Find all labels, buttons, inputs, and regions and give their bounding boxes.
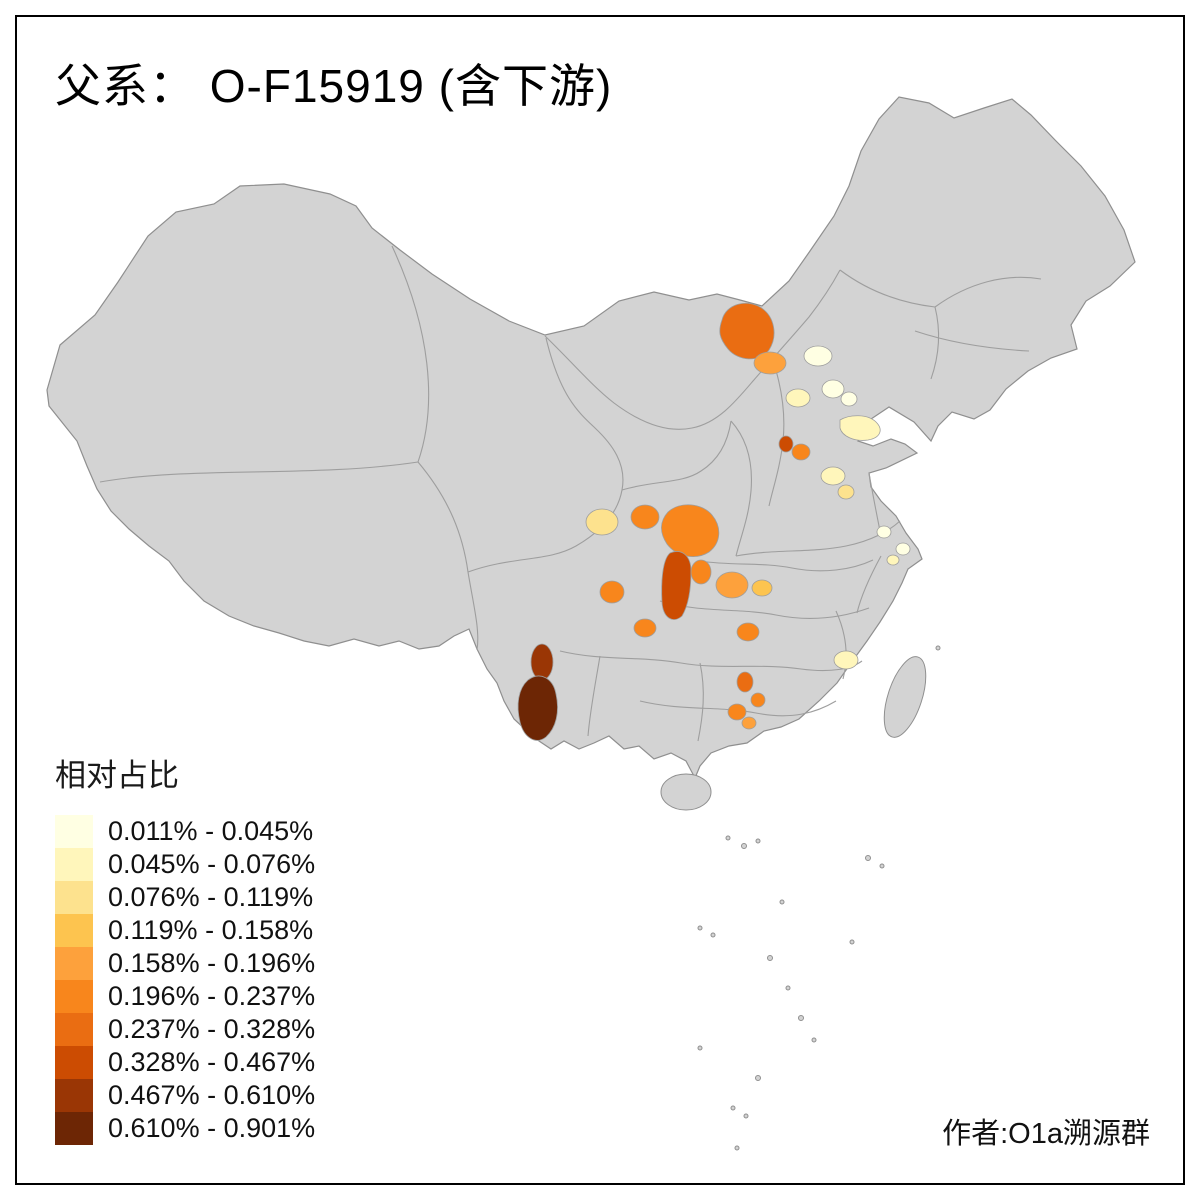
map-region-patch bbox=[727, 703, 747, 721]
map-region-patch bbox=[803, 345, 833, 367]
map-region-patch bbox=[791, 443, 811, 461]
map-region-patch bbox=[895, 542, 911, 556]
legend-row: 0.119% - 0.158% bbox=[55, 914, 315, 947]
province-borders bbox=[99, 245, 1042, 742]
legend-label: 0.045% - 0.076% bbox=[108, 849, 316, 879]
legend-row: 0.196% - 0.237% bbox=[55, 980, 315, 1013]
map-region-patch bbox=[633, 618, 657, 638]
figure-title: 父系： O-F15919 (含下游) bbox=[55, 60, 613, 112]
legend-swatch bbox=[55, 1112, 93, 1145]
legend-row: 0.076% - 0.119% bbox=[55, 881, 315, 914]
legend-label: 0.328% - 0.467% bbox=[108, 1047, 316, 1077]
legend-label: 0.196% - 0.237% bbox=[108, 981, 316, 1011]
legend-label: 0.237% - 0.328% bbox=[108, 1014, 316, 1044]
map-region-patch bbox=[839, 415, 881, 441]
china-outline bbox=[46, 96, 1136, 780]
legend-swatch bbox=[55, 980, 93, 1013]
map-region-patch bbox=[778, 435, 794, 453]
legend-swatch bbox=[55, 848, 93, 881]
map-region-patch bbox=[833, 650, 859, 670]
map-region-patch bbox=[751, 579, 773, 597]
map-region-patch bbox=[517, 675, 558, 741]
legend-items: 0.011% - 0.045% 0.045% - 0.076% 0.076% -… bbox=[55, 815, 315, 1145]
map-region-patch bbox=[599, 580, 625, 604]
map-region-patch bbox=[876, 525, 892, 539]
legend-row: 0.237% - 0.328% bbox=[55, 1013, 315, 1046]
legend-swatch bbox=[55, 815, 93, 848]
hainan-island bbox=[660, 773, 712, 811]
legend-label: 0.610% - 0.901% bbox=[108, 1113, 316, 1143]
map-region-patch bbox=[719, 302, 775, 360]
map-region-patch bbox=[530, 643, 554, 681]
map-region-patch bbox=[753, 351, 787, 375]
map-region-patch bbox=[736, 622, 760, 642]
legend-row: 0.328% - 0.467% bbox=[55, 1046, 315, 1079]
map-region-patch bbox=[785, 388, 811, 408]
map-region-patch bbox=[690, 559, 712, 585]
map-region-patch bbox=[736, 671, 754, 693]
map-region-patch bbox=[715, 571, 749, 599]
south-china-sea-islets bbox=[697, 645, 941, 1151]
map-region-patch bbox=[840, 391, 858, 407]
legend-row: 0.610% - 0.901% bbox=[55, 1112, 315, 1145]
map-region-patch bbox=[837, 484, 855, 500]
legend-label: 0.076% - 0.119% bbox=[108, 882, 314, 912]
legend-swatch bbox=[55, 947, 93, 980]
legend-label: 0.119% - 0.158% bbox=[108, 915, 314, 945]
map-region-patch bbox=[585, 508, 619, 536]
legend: 相对占比 0.011% - 0.045% 0.045% - 0.076% 0.0… bbox=[55, 750, 315, 1145]
highlighted-regions bbox=[517, 302, 911, 741]
map-region-patch bbox=[750, 692, 766, 708]
legend-row: 0.158% - 0.196% bbox=[55, 947, 315, 980]
legend-swatch bbox=[55, 1013, 93, 1046]
islands bbox=[660, 645, 941, 1151]
legend-label: 0.467% - 0.610% bbox=[108, 1080, 316, 1110]
legend-swatch bbox=[55, 881, 93, 914]
map-region-patch bbox=[741, 716, 757, 730]
legend-row: 0.467% - 0.610% bbox=[55, 1079, 315, 1112]
map-region-patch bbox=[886, 554, 900, 566]
legend-label: 0.158% - 0.196% bbox=[108, 948, 316, 978]
taiwan-island bbox=[883, 656, 927, 738]
legend-swatch bbox=[55, 1046, 93, 1079]
map-region-patch bbox=[661, 551, 692, 620]
legend-swatch bbox=[55, 1079, 93, 1112]
legend-label: 0.011% - 0.045% bbox=[108, 816, 314, 846]
map-region-patch bbox=[821, 379, 845, 399]
legend-row: 0.011% - 0.045% bbox=[55, 815, 315, 848]
map-region-patch bbox=[661, 504, 720, 557]
legend-title: 相对占比 bbox=[55, 758, 179, 793]
map-region-patch bbox=[630, 504, 660, 530]
legend-swatch bbox=[55, 914, 93, 947]
map-region-patch bbox=[820, 466, 846, 486]
legend-row: 0.045% - 0.076% bbox=[55, 848, 315, 881]
author-credit: 作者:O1a溯源群 bbox=[942, 1118, 1150, 1150]
